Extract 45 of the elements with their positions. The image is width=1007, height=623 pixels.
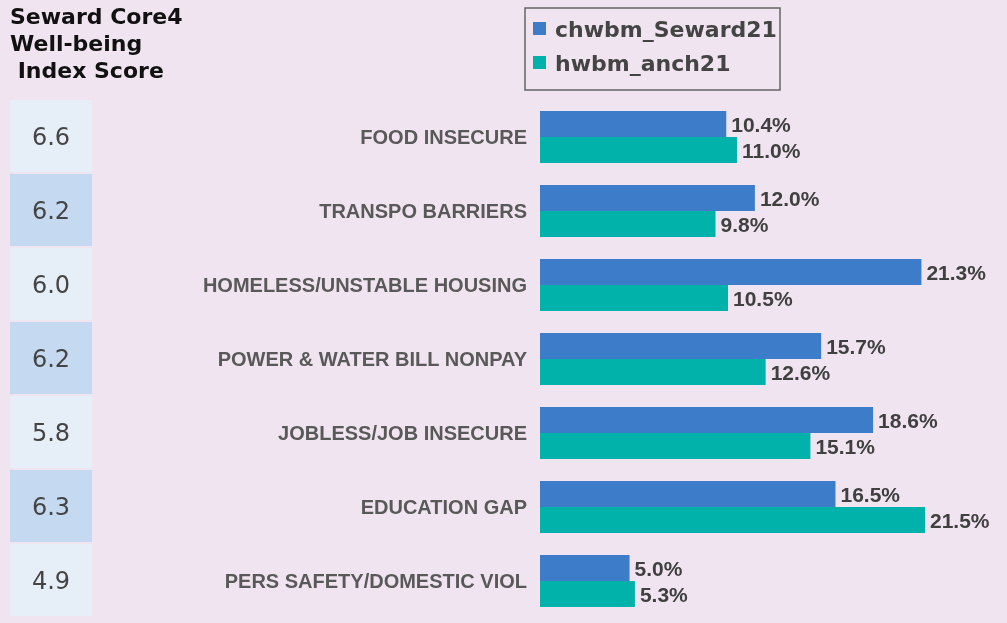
legend-label: chwbm_Seward21 [555,16,777,42]
y-tick-label: HOMELESS/UNSTABLE HOUSING [202,274,527,296]
y-tick-label: TRANSPO BARRIERS [319,200,527,222]
bar [540,259,922,285]
bar [540,333,822,359]
text: 6.3 [31,493,71,521]
data-label: 16.5% [840,482,901,506]
bar [540,407,874,433]
bar [540,581,635,607]
data-label: 10.5% [733,286,793,310]
y-tick-label: EDUCATION GAP [360,496,527,518]
bar [540,211,716,237]
y-tick-label: POWER & WATER BILL NONPAY [217,348,528,370]
data-label: 12.0% [759,186,820,210]
y-tick-label: PERS SAFETY/DOMESTIC VIOL [224,570,527,592]
y-tick-label: JOBLESS/JOB INSECURE [278,422,527,444]
data-label: 18.6% [878,408,938,432]
bar [540,359,766,385]
data-label: 5.0% [634,556,683,580]
bar [540,185,755,211]
data-label: 12.6% [770,360,831,384]
data-label: 21.3% [926,260,987,284]
bar [540,137,737,163]
text: 6.6 [31,123,71,151]
text: 6.0 [31,271,71,299]
data-label: 9.8% [720,212,769,236]
data-label: 21.5% [930,508,990,532]
text: 6.2 [31,197,71,225]
bar [540,481,836,507]
data-label: 10.4% [731,112,792,136]
text: 5.8 [31,419,71,447]
data-label: 15.7% [826,334,887,358]
bar [540,285,729,311]
legend-label: hwbm_anch21 [555,50,731,76]
bar [540,507,925,533]
data-label: 11.0% [741,138,801,162]
bar [540,433,811,459]
text: 6.2 [31,345,71,373]
bar [540,555,630,581]
y-tick-label: FOOD INSECURE [360,126,527,148]
bar [540,111,727,137]
text: Seward Core4 Well-being Index Score [10,4,183,83]
data-label: 15.1% [815,434,876,458]
text: 4.9 [31,567,71,595]
data-label: 5.3% [639,582,689,606]
